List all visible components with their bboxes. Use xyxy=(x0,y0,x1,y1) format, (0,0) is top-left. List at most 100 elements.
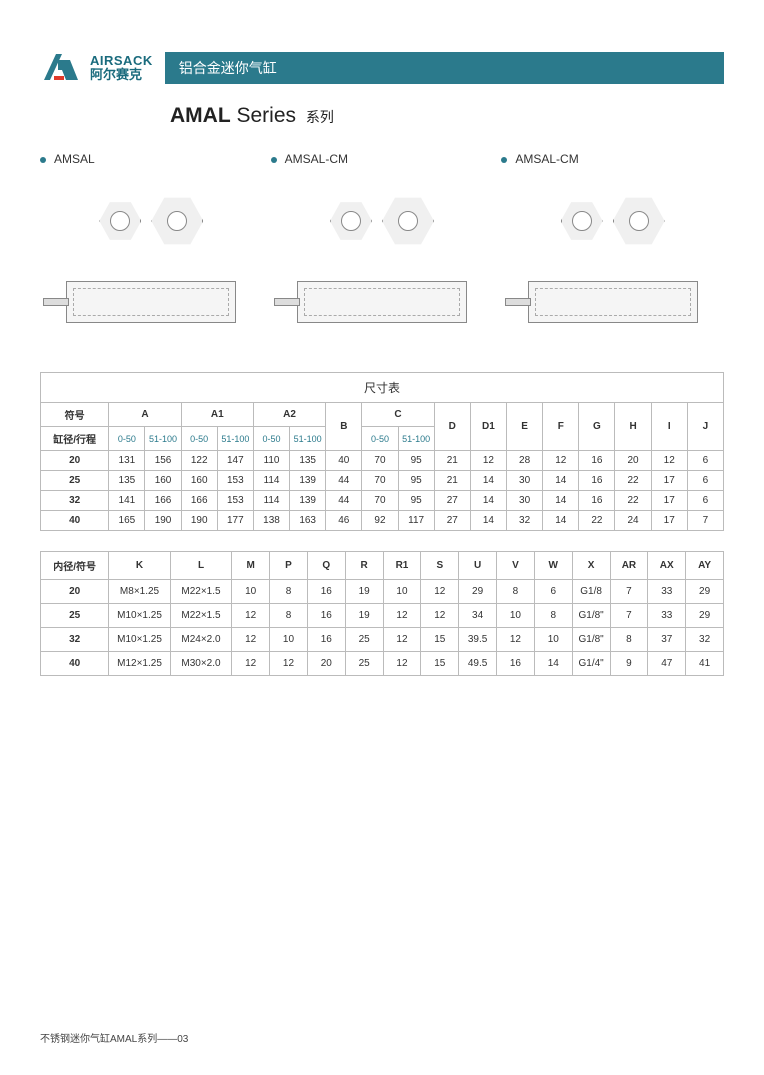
col-A2: A2 xyxy=(253,403,325,427)
value-cell: 135 xyxy=(290,451,326,471)
col-K: K xyxy=(109,552,170,580)
bore-cell: 40 xyxy=(41,511,109,531)
table-row: 32M10×1.25M24×2.012101625121539.51210G1/… xyxy=(41,628,724,652)
col-B: B xyxy=(326,403,362,451)
value-cell: 19 xyxy=(345,604,383,628)
table-row: 40M12×1.25M30×2.012122025121549.51614G1/… xyxy=(41,652,724,676)
value-cell: 28 xyxy=(507,451,543,471)
bore-cell: 20 xyxy=(41,451,109,471)
value-cell: 14 xyxy=(470,511,506,531)
value-cell: 12 xyxy=(470,451,506,471)
col-A: A xyxy=(109,403,181,427)
value-cell: 47 xyxy=(648,652,686,676)
value-cell: 30 xyxy=(507,471,543,491)
value-cell: 190 xyxy=(145,511,181,531)
value-cell: 15 xyxy=(421,652,459,676)
value-cell: 163 xyxy=(290,511,326,531)
table-row: 25M10×1.25M22×1.51281619121234108G1/8"73… xyxy=(41,604,724,628)
value-cell: 10 xyxy=(383,580,421,604)
value-cell: 27 xyxy=(434,511,470,531)
value-cell: 9 xyxy=(610,652,648,676)
value-cell: 16 xyxy=(307,628,345,652)
col-L: L xyxy=(170,552,231,580)
value-cell: 10 xyxy=(232,580,270,604)
value-cell: 95 xyxy=(398,471,434,491)
diagram-col: AMSAL xyxy=(40,152,263,344)
value-cell: 10 xyxy=(270,628,308,652)
col-J: J xyxy=(687,403,723,451)
value-cell: 165 xyxy=(109,511,145,531)
table-row: 4016519019017713816346921172714321422241… xyxy=(41,511,724,531)
value-cell: 14 xyxy=(543,491,579,511)
value-cell: 153 xyxy=(217,471,253,491)
value-cell: 29 xyxy=(686,604,724,628)
table-row: 20M8×1.25M22×1.5108161910122986G1/873329 xyxy=(41,580,724,604)
sub-range: 0-50 xyxy=(109,427,145,451)
diagram-row: AMSAL AMSAL-CM AMSAL-CM xyxy=(40,152,724,344)
sub-range: 0-50 xyxy=(253,427,289,451)
value-cell: 12 xyxy=(383,628,421,652)
value-cell: 17 xyxy=(651,471,687,491)
value-cell: 21 xyxy=(434,471,470,491)
value-cell: 147 xyxy=(217,451,253,471)
bore-cell: 20 xyxy=(41,580,109,604)
value-cell: 70 xyxy=(362,491,398,511)
value-cell: 6 xyxy=(687,491,723,511)
bore-cell: 32 xyxy=(41,491,109,511)
value-cell: 12 xyxy=(383,652,421,676)
series-name: AMAL xyxy=(170,104,231,127)
value-cell: 70 xyxy=(362,471,398,491)
value-cell: 139 xyxy=(290,471,326,491)
value-cell: 29 xyxy=(459,580,497,604)
value-cell: 70 xyxy=(362,451,398,471)
value-cell: 6 xyxy=(687,451,723,471)
value-cell: 24 xyxy=(615,511,651,531)
value-cell: 8 xyxy=(497,580,535,604)
value-cell: 166 xyxy=(181,491,217,511)
sub-range: 0-50 xyxy=(362,427,398,451)
table-row: 符号 A A1 A2 B C D D1 E F G H I J xyxy=(41,403,724,427)
diagram-drawing xyxy=(501,174,724,344)
value-cell: 12 xyxy=(232,628,270,652)
col-AY: AY xyxy=(686,552,724,580)
col-AX: AX xyxy=(648,552,686,580)
bore-cell: 25 xyxy=(41,604,109,628)
brand-name-cn: 阿尔赛克 xyxy=(90,68,153,82)
col-AR: AR xyxy=(610,552,648,580)
value-cell: G1/8" xyxy=(572,604,610,628)
diagram-drawing xyxy=(271,174,494,344)
value-cell: 6 xyxy=(534,580,572,604)
value-cell: 39.5 xyxy=(459,628,497,652)
col-M: M xyxy=(232,552,270,580)
value-cell: 14 xyxy=(470,491,506,511)
value-cell: 14 xyxy=(543,511,579,531)
value-cell: 14 xyxy=(534,652,572,676)
bore-cell: 40 xyxy=(41,652,109,676)
value-cell: 34 xyxy=(459,604,497,628)
value-cell: M22×1.5 xyxy=(170,604,231,628)
diagram-col: AMSAL-CM xyxy=(501,152,724,344)
col-R: R xyxy=(345,552,383,580)
col-D1: D1 xyxy=(470,403,506,451)
col-P: P xyxy=(270,552,308,580)
col-W: W xyxy=(534,552,572,580)
value-cell: M10×1.25 xyxy=(109,628,170,652)
table-row: 2513516016015311413944709521143014162217… xyxy=(41,471,724,491)
value-cell: 8 xyxy=(270,604,308,628)
value-cell: 7 xyxy=(687,511,723,531)
value-cell: 114 xyxy=(253,491,289,511)
col-A1: A1 xyxy=(181,403,253,427)
value-cell: G1/4" xyxy=(572,652,610,676)
value-cell: 160 xyxy=(145,471,181,491)
dimension-table-2: 内径/符号 K L M P Q R R1 S U V W X AR AX AY … xyxy=(40,551,724,676)
value-cell: 22 xyxy=(579,511,615,531)
value-cell: G1/8" xyxy=(572,628,610,652)
col-H: H xyxy=(615,403,651,451)
col-C: C xyxy=(362,403,434,427)
value-cell: 138 xyxy=(253,511,289,531)
value-cell: 12 xyxy=(270,652,308,676)
table-row: 3214116616615311413944709527143014162217… xyxy=(41,491,724,511)
value-cell: 15 xyxy=(421,628,459,652)
value-cell: 16 xyxy=(579,451,615,471)
value-cell: 12 xyxy=(383,604,421,628)
